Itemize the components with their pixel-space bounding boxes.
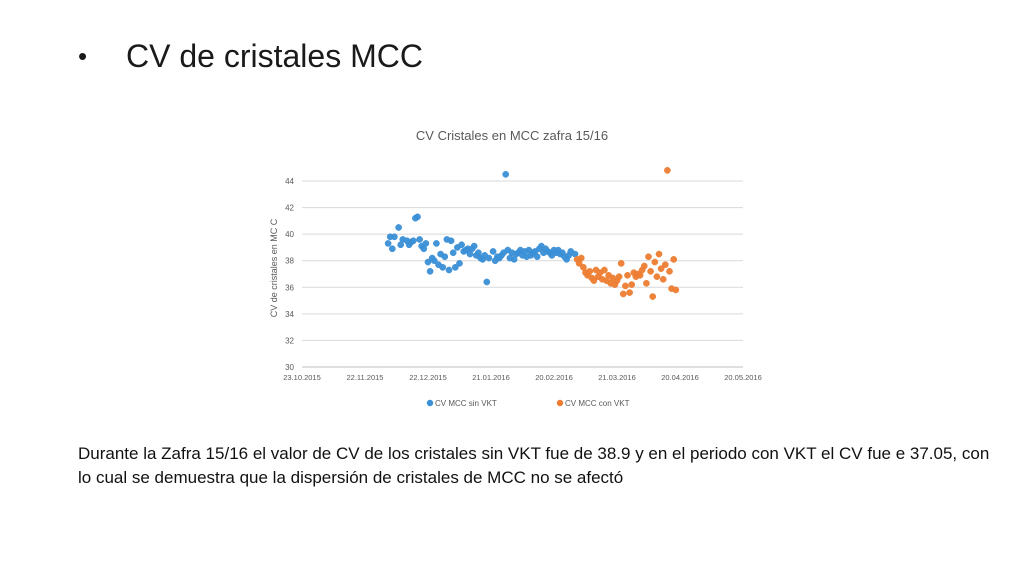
point-sin-vkt [441, 253, 449, 261]
legend-label: CV MCC sin VKT [435, 399, 497, 408]
y-tick-label: 42 [285, 204, 294, 213]
point-con-vkt [643, 279, 650, 287]
point-sin-vkt [502, 171, 510, 178]
point-con-vkt [653, 273, 661, 281]
y-tick-label: 40 [285, 230, 294, 239]
point-sin-vkt [447, 237, 455, 245]
point-con-vkt [615, 273, 623, 281]
point-sin-vkt [409, 237, 417, 245]
point-con-vkt [619, 290, 627, 298]
x-tick-label: 20.02.2016 [535, 373, 573, 382]
point-con-vkt [655, 250, 663, 258]
point-sin-vkt [485, 254, 493, 262]
x-tick-label: 20.05.2016 [724, 373, 762, 382]
point-sin-vkt [395, 224, 402, 231]
x-tick-label: 21.03.2016 [598, 373, 636, 382]
point-sin-vkt [384, 240, 392, 247]
point-sin-vkt [470, 242, 478, 250]
point-con-vkt [640, 262, 648, 270]
point-con-vkt [586, 267, 594, 275]
y-axis-ticks: 30 32 34 36 38 40 42 44 [285, 177, 294, 372]
point-sin-vkt [456, 260, 463, 267]
point-sin-vkt [424, 258, 432, 266]
point-con-vkt [617, 260, 625, 267]
point-sin-vkt [458, 241, 465, 249]
point-sin-vkt [451, 264, 459, 271]
gridlines [302, 180, 743, 368]
point-sin-vkt [489, 248, 497, 255]
point-con-vkt [649, 293, 657, 300]
y-tick-label: 38 [285, 257, 294, 266]
legend-marker [556, 399, 564, 407]
point-con-vkt [590, 277, 598, 284]
point-con-vkt [628, 281, 636, 288]
point-con-vkt [645, 253, 652, 261]
y-tick-label: 30 [285, 363, 294, 372]
x-tick-label: 20.04.2016 [661, 373, 699, 382]
point-sin-vkt [422, 240, 430, 247]
point-con-vkt [659, 275, 667, 283]
point-sin-vkt [445, 266, 453, 274]
y-tick-label: 32 [285, 336, 294, 345]
x-tick-label: 21.01.2016 [472, 373, 510, 382]
chart-legend: CV MCC sin VKT CV MCC con VKT [426, 399, 630, 408]
point-con-vkt [651, 258, 659, 266]
point-sin-vkt [430, 257, 438, 265]
point-con-vkt [661, 261, 669, 269]
point-con-vkt [626, 289, 633, 296]
bullet-icon: • [78, 41, 88, 71]
point-con-vkt [601, 266, 608, 274]
point-sin-vkt [388, 245, 396, 253]
point-sin-vkt [533, 253, 541, 261]
point-con-vkt [647, 267, 654, 275]
point-con-vkt [657, 265, 665, 273]
data-points [384, 167, 680, 300]
y-axis-label: CV de cristales en MC C [269, 218, 279, 317]
y-tick-label: 44 [285, 177, 294, 186]
legend-marker [426, 399, 434, 407]
point-con-vkt [666, 267, 673, 275]
point-con-vkt [577, 254, 585, 262]
legend-label: CV MCC con VKT [565, 399, 630, 408]
chart-title: CV Cristales en MCC zafra 15/16 [416, 128, 608, 143]
y-tick-label: 34 [285, 310, 294, 319]
point-con-vkt [624, 271, 631, 279]
summary-text: Durante la Zafra 15/16 el valor de CV de… [78, 444, 990, 487]
point-sin-vkt [391, 233, 398, 241]
point-sin-vkt [426, 267, 434, 275]
slide-title-row: • CV de cristales MCC [78, 38, 423, 75]
x-axis-ticks: 23.10.2015 22.11.2015 22.12.2015 21.01.2016… [283, 373, 762, 382]
slide-title: CV de cristales MCC [126, 38, 423, 74]
point-sin-vkt [416, 236, 423, 243]
point-sin-vkt [439, 264, 447, 271]
point-con-vkt [672, 286, 680, 294]
point-con-vkt [622, 282, 629, 290]
y-tick-label: 36 [285, 283, 294, 292]
point-con-vkt [670, 256, 678, 263]
x-tick-label: 23.10.2015 [283, 373, 321, 382]
x-tick-label: 22.12.2015 [409, 373, 447, 382]
point-sin-vkt [433, 240, 440, 247]
point-sin-vkt [414, 213, 421, 221]
x-tick-label: 22.11.2015 [347, 373, 384, 382]
point-con-vkt [664, 167, 671, 174]
point-sin-vkt [449, 249, 457, 257]
point-sin-vkt [483, 278, 491, 286]
